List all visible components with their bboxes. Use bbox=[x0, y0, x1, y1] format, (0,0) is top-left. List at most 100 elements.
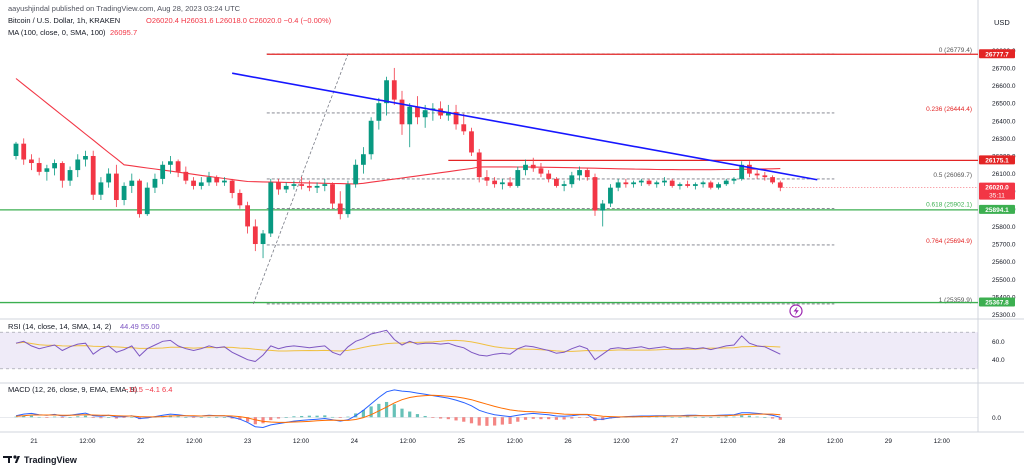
macd-histogram-bar[interactable] bbox=[369, 406, 373, 418]
candle-body[interactable] bbox=[384, 80, 389, 104]
candle-body[interactable] bbox=[515, 170, 521, 186]
macd-histogram-bar[interactable] bbox=[508, 417, 512, 424]
candle-body[interactable] bbox=[391, 80, 397, 100]
candle-body[interactable] bbox=[314, 185, 320, 188]
macd-histogram-bar[interactable] bbox=[577, 417, 582, 418]
candle-body[interactable] bbox=[36, 163, 42, 172]
candle-body[interactable] bbox=[44, 168, 50, 172]
price-pane[interactable]: 0 (26779.4) 0.236 (26444.4) 0.5 (26069.7) 0… bbox=[0, 47, 978, 305]
candle-body[interactable] bbox=[276, 182, 281, 190]
macd-histogram-bar[interactable] bbox=[662, 416, 667, 418]
macd-histogram-bar[interactable] bbox=[91, 417, 95, 418]
candle-body[interactable] bbox=[245, 205, 250, 227]
candle-body[interactable] bbox=[168, 161, 173, 165]
candle-body[interactable] bbox=[600, 203, 606, 211]
macd-histogram-bar[interactable] bbox=[531, 417, 535, 419]
macd-histogram-bar[interactable] bbox=[547, 417, 551, 420]
macd-histogram-bar[interactable] bbox=[276, 417, 281, 419]
candle-body[interactable] bbox=[152, 178, 158, 188]
macd-histogram-bar[interactable] bbox=[384, 401, 389, 418]
macd-histogram-bar[interactable] bbox=[261, 417, 265, 424]
candle-body[interactable] bbox=[13, 143, 19, 156]
candle-body[interactable] bbox=[499, 182, 505, 185]
candle-body[interactable] bbox=[260, 233, 266, 245]
price-axis[interactable]: 26800.026700.026600.026500.026400.026300… bbox=[979, 48, 1016, 422]
replay-button[interactable] bbox=[789, 304, 803, 318]
macd-histogram-bar[interactable] bbox=[763, 417, 767, 418]
macd-histogram-bar[interactable] bbox=[215, 417, 219, 418]
candle-body[interactable] bbox=[422, 110, 428, 118]
candle-body[interactable] bbox=[291, 184, 297, 186]
candle-body[interactable] bbox=[669, 180, 675, 186]
candle-body[interactable] bbox=[345, 184, 351, 215]
macd-histogram-bar[interactable] bbox=[99, 417, 103, 419]
candle-body[interactable] bbox=[29, 159, 34, 164]
candle-body[interactable] bbox=[183, 171, 189, 181]
candle-body[interactable] bbox=[484, 177, 490, 181]
brand-logo[interactable]: TradingView bbox=[3, 455, 78, 465]
candle-body[interactable] bbox=[98, 182, 104, 195]
macd-histogram-bar[interactable] bbox=[670, 416, 674, 418]
trendline[interactable] bbox=[232, 72, 818, 181]
macd-histogram-bar[interactable] bbox=[701, 417, 705, 418]
macd-histogram-bar[interactable] bbox=[83, 415, 88, 418]
candle-body[interactable] bbox=[299, 184, 305, 186]
macd-histogram-bar[interactable] bbox=[562, 417, 566, 420]
macd-histogram-bar[interactable] bbox=[740, 415, 744, 418]
fib-anchor-line[interactable] bbox=[252, 53, 349, 305]
candle-body[interactable] bbox=[623, 182, 629, 185]
candle-body[interactable] bbox=[399, 99, 405, 125]
candle-body[interactable] bbox=[523, 164, 528, 171]
candle-body[interactable] bbox=[59, 163, 65, 181]
candle-body[interactable] bbox=[577, 170, 582, 176]
macd-histogram-bar[interactable] bbox=[338, 417, 342, 418]
candle-body[interactable] bbox=[21, 143, 27, 160]
candle-body[interactable] bbox=[368, 120, 374, 155]
candle-body[interactable] bbox=[747, 164, 752, 174]
candle-body[interactable] bbox=[530, 164, 536, 169]
macd-histogram-bar[interactable] bbox=[222, 417, 227, 418]
macd-histogram-bar[interactable] bbox=[191, 417, 196, 418]
macd-histogram-bar[interactable] bbox=[253, 417, 257, 425]
candle-body[interactable] bbox=[685, 184, 691, 186]
candle-body[interactable] bbox=[90, 155, 96, 195]
macd-histogram-bar[interactable] bbox=[199, 417, 203, 418]
macd-histogram-bar[interactable] bbox=[469, 417, 474, 424]
macd-histogram-bar[interactable] bbox=[330, 416, 335, 418]
macd-histogram-bar[interactable] bbox=[585, 417, 589, 418]
candle-body[interactable] bbox=[546, 173, 552, 179]
candle-body[interactable] bbox=[198, 182, 204, 186]
macd-histogram-bar[interactable] bbox=[284, 417, 288, 418]
candle-body[interactable] bbox=[554, 178, 559, 186]
candle-body[interactable] bbox=[453, 111, 459, 125]
candle-body[interactable] bbox=[754, 173, 760, 176]
macd-histogram-bar[interactable] bbox=[693, 416, 697, 418]
macd-histogram-bar[interactable] bbox=[130, 416, 134, 418]
rsi-ma-line[interactable] bbox=[15, 339, 781, 352]
moving-average-line[interactable] bbox=[15, 78, 781, 185]
macd-histogram-bar[interactable] bbox=[238, 417, 242, 420]
macd-histogram-bar[interactable] bbox=[423, 415, 427, 418]
candle-body[interactable] bbox=[75, 159, 81, 171]
candle-body[interactable] bbox=[638, 180, 644, 183]
macd-histogram-bar[interactable] bbox=[307, 415, 311, 418]
macd-histogram-bar[interactable] bbox=[724, 416, 728, 418]
macd-histogram-bar[interactable] bbox=[747, 415, 751, 418]
candle-body[interactable] bbox=[492, 180, 498, 185]
candle-body[interactable] bbox=[584, 170, 590, 178]
candle-body[interactable] bbox=[469, 131, 474, 153]
candle-body[interactable] bbox=[615, 182, 621, 188]
macd-histogram-bar[interactable] bbox=[29, 415, 34, 418]
macd-pane[interactable] bbox=[0, 389, 978, 429]
macd-histogram-bar[interactable] bbox=[60, 417, 64, 418]
candle-body[interactable] bbox=[662, 180, 667, 183]
candle-body[interactable] bbox=[160, 164, 166, 179]
macd-histogram-bar[interactable] bbox=[716, 416, 721, 418]
candle-body[interactable] bbox=[608, 187, 613, 204]
macd-histogram-bar[interactable] bbox=[493, 417, 497, 426]
signal-line[interactable] bbox=[15, 394, 781, 423]
candle-body[interactable] bbox=[415, 106, 420, 118]
macd-histogram-bar[interactable] bbox=[114, 417, 118, 419]
candle-body[interactable] bbox=[631, 182, 636, 185]
macd-histogram-bar[interactable] bbox=[76, 416, 80, 418]
